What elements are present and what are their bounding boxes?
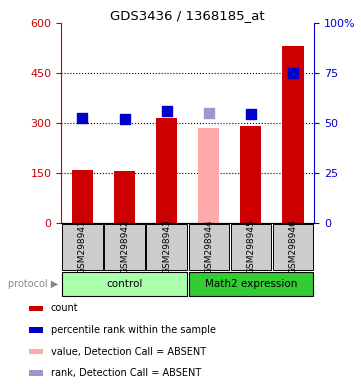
- Text: protocol ▶: protocol ▶: [8, 279, 58, 289]
- Bar: [62, 223, 103, 270]
- Bar: [198, 128, 219, 223]
- Point: [122, 116, 127, 122]
- Bar: [62, 272, 187, 296]
- Bar: [104, 223, 145, 270]
- Text: control: control: [106, 279, 143, 289]
- Point: [206, 110, 212, 116]
- Text: rank, Detection Call = ABSENT: rank, Detection Call = ABSENT: [51, 368, 201, 378]
- Text: GSM298943: GSM298943: [162, 219, 171, 274]
- Title: GDS3436 / 1368185_at: GDS3436 / 1368185_at: [110, 9, 265, 22]
- Bar: [156, 118, 177, 223]
- Text: GSM298942: GSM298942: [120, 219, 129, 274]
- Point: [79, 115, 85, 121]
- Text: GSM298944: GSM298944: [204, 219, 213, 274]
- Bar: [282, 46, 304, 223]
- Text: percentile rank within the sample: percentile rank within the sample: [51, 325, 216, 335]
- Point: [290, 70, 296, 76]
- Bar: [188, 223, 229, 270]
- Text: value, Detection Call = ABSENT: value, Detection Call = ABSENT: [51, 347, 206, 357]
- Point: [248, 111, 254, 118]
- Bar: [29, 371, 43, 376]
- Bar: [273, 223, 313, 270]
- Bar: [29, 327, 43, 333]
- Text: GSM298946: GSM298946: [288, 219, 297, 274]
- Bar: [188, 272, 313, 296]
- Text: GSM298941: GSM298941: [78, 219, 87, 274]
- Bar: [240, 126, 261, 223]
- Text: GSM298945: GSM298945: [247, 219, 255, 274]
- Text: Math2 expression: Math2 expression: [205, 279, 297, 289]
- Point: [164, 108, 170, 114]
- Bar: [231, 223, 271, 270]
- Bar: [72, 170, 93, 223]
- Bar: [29, 306, 43, 311]
- Bar: [114, 171, 135, 223]
- Bar: [29, 349, 43, 354]
- Text: count: count: [51, 303, 78, 313]
- Bar: [147, 223, 187, 270]
